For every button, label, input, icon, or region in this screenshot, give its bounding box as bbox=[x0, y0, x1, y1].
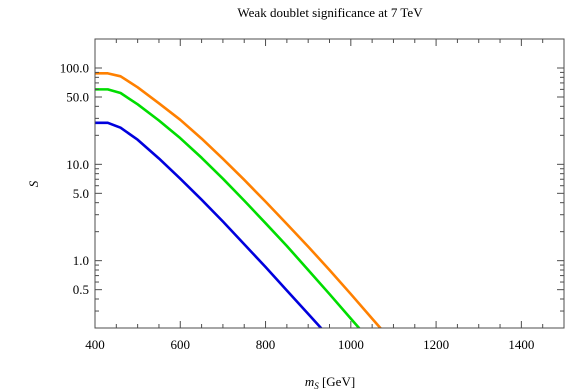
x-tick-label: 600 bbox=[171, 337, 191, 352]
x-tick-label: 800 bbox=[256, 337, 276, 352]
x-tick-label: 1000 bbox=[338, 337, 364, 352]
series-line-3 bbox=[95, 121, 323, 328]
x-tick-label: 1400 bbox=[508, 337, 534, 352]
y-tick-label: 10.0 bbox=[66, 157, 89, 172]
y-tick-label: 100.0 bbox=[60, 60, 89, 75]
x-axis-label-unit: [GeV] bbox=[319, 374, 355, 389]
x-axis-label-sub: S bbox=[314, 381, 319, 391]
x-axis-label-main: m bbox=[305, 374, 314, 389]
ticks-layer: 400 600 800 1000 1200 1400 0.5 1.0 5.0 10.0 50.0 10… bbox=[60, 38, 565, 352]
x-tick-label: 400 bbox=[85, 337, 105, 352]
x-axis-label: mS [GeV] bbox=[305, 374, 355, 391]
y-axis-label: S bbox=[26, 180, 41, 187]
y-tick-label: 1.0 bbox=[73, 253, 89, 268]
x-tick-label: 1200 bbox=[423, 337, 449, 352]
series-layer bbox=[95, 72, 383, 328]
plot-frame bbox=[94, 38, 565, 329]
series-line-2 bbox=[95, 88, 361, 328]
y-tick-label: 50.0 bbox=[66, 89, 89, 104]
y-tick-label: 0.5 bbox=[73, 282, 89, 297]
chart-title: Weak doublet significance at 7 TeV bbox=[237, 5, 423, 20]
y-tick-label: 5.0 bbox=[73, 186, 89, 201]
series-line-1 bbox=[95, 72, 383, 328]
